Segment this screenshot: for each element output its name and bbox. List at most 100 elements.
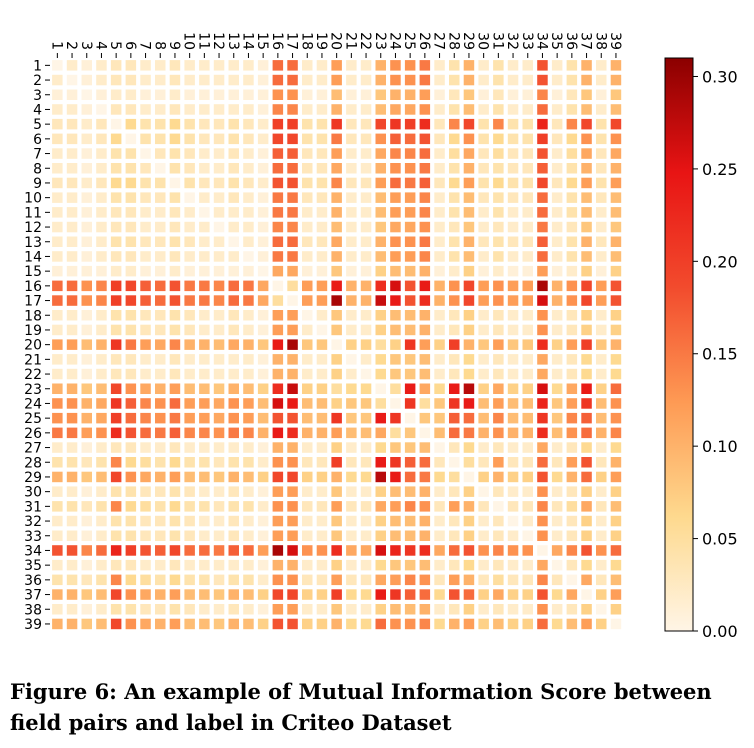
heatmap-cell-3-9 <box>169 89 181 100</box>
heatmap-cell-28-22 <box>360 457 372 468</box>
heatmap-cell-30-13 <box>228 486 239 497</box>
heatmap-cell-22-32 <box>507 368 519 380</box>
heatmap-cell-23-3 <box>81 383 92 394</box>
heatmap-cell-8-17 <box>287 163 298 174</box>
heatmap-cell-16-2 <box>66 280 78 292</box>
heatmap-cell-18-32 <box>507 310 519 321</box>
heatmap-cell-3-36 <box>566 89 578 100</box>
heatmap-cell-37-33 <box>522 589 533 600</box>
heatmap-cell-28-26 <box>419 457 431 468</box>
heatmap-cell-22-22 <box>360 368 372 380</box>
heatmap-cell-4-27 <box>434 104 445 115</box>
heatmap-cell-27-17 <box>287 442 298 453</box>
heatmap-cell-19-9 <box>169 324 181 336</box>
heatmap-cell-31-38 <box>596 501 607 512</box>
heatmap-cell-26-38 <box>596 427 607 439</box>
heatmap-cell-6-37 <box>581 133 592 145</box>
heatmap-cell-20-27 <box>434 339 445 350</box>
x-tick-label-13: 13 <box>225 32 241 50</box>
heatmap-cell-23-23 <box>375 383 386 394</box>
heatmap-cell-36-35 <box>551 574 563 586</box>
heatmap-cell-31-6 <box>125 501 137 512</box>
heatmap-cell-13-22 <box>360 236 372 247</box>
heatmap-cell-18-10 <box>184 310 195 321</box>
heatmap-cell-38-30 <box>478 604 489 615</box>
heatmap-cell-39-31 <box>493 618 504 630</box>
heatmap-cell-6-17 <box>287 133 298 145</box>
heatmap-cell-3-23 <box>375 89 386 100</box>
heatmap-cell-14-39 <box>610 251 622 262</box>
heatmap-cell-36-16 <box>272 574 284 586</box>
heatmap-cell-34-18 <box>302 545 313 556</box>
heatmap-cell-13-1 <box>52 236 63 247</box>
heatmap-cell-24-13 <box>228 398 239 409</box>
heatmap-cell-16-15 <box>257 280 269 292</box>
heatmap-cell-8-12 <box>213 163 225 174</box>
heatmap-cell-9-24 <box>390 177 401 189</box>
heatmap-cell-6-15 <box>257 133 269 145</box>
heatmap-cell-32-1 <box>52 515 63 527</box>
heatmap-cell-33-37 <box>581 530 592 541</box>
heatmap-cell-9-3 <box>81 177 92 189</box>
heatmap-cell-32-8 <box>155 515 166 527</box>
heatmap-cell-21-7 <box>140 354 151 365</box>
heatmap-cell-3-27 <box>434 89 445 100</box>
heatmap-cell-8-20 <box>331 163 342 174</box>
heatmap-cell-34-22 <box>360 545 372 556</box>
heatmap-cell-30-7 <box>140 486 151 497</box>
heatmap-cell-15-26 <box>419 265 431 277</box>
heatmap-cell-23-22 <box>360 383 372 394</box>
heatmap-cell-24-25 <box>404 398 416 409</box>
heatmap-cell-8-2 <box>66 163 78 174</box>
heatmap-cell-30-9 <box>169 486 181 497</box>
heatmap-cell-26-31 <box>493 427 504 439</box>
heatmap-cell-26-15 <box>257 427 269 439</box>
heatmap-cell-9-19 <box>316 177 328 189</box>
heatmap-cell-19-25 <box>404 324 416 336</box>
heatmap-cell-38-25 <box>404 604 416 615</box>
heatmap-cell-30-1 <box>52 486 63 497</box>
heatmap-cell-25-38 <box>596 412 607 424</box>
heatmap-cell-7-23 <box>375 148 386 159</box>
heatmap-cell-27-28 <box>449 442 460 453</box>
heatmap-cell-25-10 <box>184 412 195 424</box>
x-tick-label-2: 2 <box>63 41 79 50</box>
heatmap-cell-1-32 <box>507 60 519 71</box>
heatmap-cell-38-35 <box>551 604 563 615</box>
heatmap-cell-25-1 <box>52 412 63 424</box>
heatmap-cell-25-37 <box>581 412 592 424</box>
heatmap-cell-10-37 <box>581 192 592 203</box>
heatmap-cell-26-32 <box>507 427 519 439</box>
heatmap-cell-31-33 <box>522 501 533 512</box>
heatmap-cell-25-5 <box>110 412 122 424</box>
heatmap-cell-33-14 <box>243 530 254 541</box>
heatmap-cell-26-5 <box>110 427 122 439</box>
heatmap-cell-24-24 <box>390 398 401 409</box>
heatmap-cell-34-17 <box>287 545 298 556</box>
heatmap-cell-24-18 <box>302 398 313 409</box>
heatmap-cell-18-9 <box>169 310 181 321</box>
heatmap-cell-24-12 <box>213 398 225 409</box>
heatmap-cell-14-10 <box>184 251 195 262</box>
heatmap-cell-16-35 <box>551 280 563 292</box>
heatmap-cell-20-15 <box>257 339 269 350</box>
heatmap-cell-5-2 <box>66 118 78 130</box>
heatmap-cell-35-9 <box>169 559 181 571</box>
heatmap-cell-26-18 <box>302 427 313 439</box>
heatmap-cell-14-3 <box>81 251 92 262</box>
x-tick-label-9: 9 <box>166 41 182 50</box>
heatmap-cell-26-27 <box>434 427 445 439</box>
heatmap-cell-7-9 <box>169 148 181 159</box>
heatmap-cell-10-12 <box>213 192 225 203</box>
heatmap-cell-31-4 <box>96 501 107 512</box>
y-tick-label-14: 14 <box>24 249 42 265</box>
heatmap-cell-9-4 <box>96 177 107 189</box>
heatmap-cell-5-13 <box>228 118 239 130</box>
heatmap-cell-33-39 <box>610 530 622 541</box>
heatmap-cell-11-38 <box>596 207 607 218</box>
heatmap-cell-11-19 <box>316 207 328 218</box>
heatmap-cell-12-39 <box>610 221 622 233</box>
heatmap-cell-26-29 <box>463 427 475 439</box>
heatmap-cell-38-39 <box>610 604 622 615</box>
heatmap-cell-14-38 <box>596 251 607 262</box>
